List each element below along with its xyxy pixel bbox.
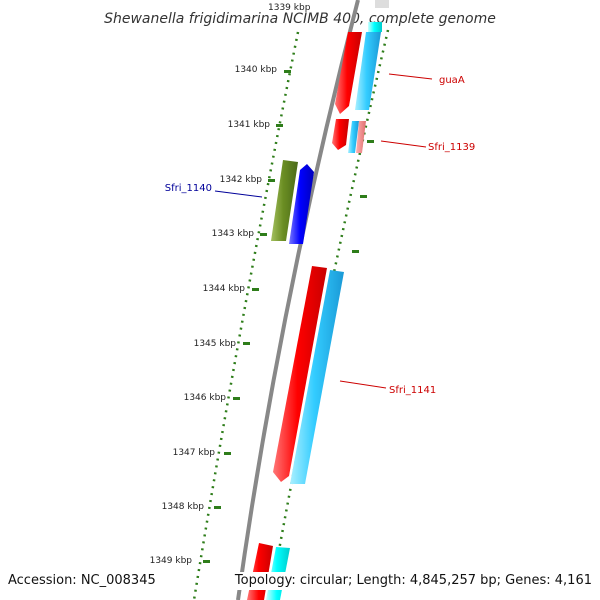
ruler-tick-label: 1347 kbp [173,448,216,458]
gene-features [247,22,382,600]
ruler-ticks: 1340 kbp 1341 kbp 1342 kbp 1343 kbp 1344… [150,65,374,566]
ruler-tick [203,560,210,563]
gene-feature-guaA-orf[interactable] [355,32,381,110]
ruler-tick [276,124,283,127]
ruler-tick [260,233,267,236]
ruler-tick [367,140,374,143]
ruler-arc-right [268,29,390,600]
gene-label-leader-Sfri_1139 [380,140,427,148]
ruler-tick-label: 1345 kbp [194,339,237,349]
gene-feature-Sfri_1140-cds[interactable] [289,164,314,244]
genome-backbone [236,0,360,600]
ruler-tick [224,452,231,455]
gene-feature-Sfri_1141-cds[interactable] [273,266,327,482]
map-title: Shewanella frigidimarina NCIMB 400, comp… [104,11,496,27]
ruler-tick-label: 1348 kbp [162,502,205,512]
ruler-tick-label: 1342 kbp [220,175,263,185]
gene-label-leader-Sfri_1141 [339,380,387,389]
ruler-tick-label: 1346 kbp [184,393,227,403]
gene-feature-top-aqua[interactable] [368,22,382,32]
gene-feature-Sfri_1139-small[interactable] [356,121,366,153]
gene-feature-guaA-cds[interactable] [335,32,362,114]
gene-feature-Sfri_1139-cds[interactable] [332,119,349,150]
gene-labels: guaA Sfri_1139 Sfri_1140 Sfri_1141 [165,73,475,396]
ruler-tick-label: 1341 kbp [228,120,271,130]
gene-feature-Sfri_1140-orf[interactable] [271,160,298,241]
ruler-tick [284,70,291,73]
ruler-tick-label: 1344 kbp [203,284,246,294]
top-partial-label: 1339 kbp [268,3,311,13]
gene-label-Sfri_1141[interactable]: Sfri_1141 [389,385,436,396]
gene-feature-Sfri_1139-orf[interactable] [348,121,359,153]
gene-label-leader-guaA [388,73,433,80]
ruler-tick-label: 1343 kbp [212,229,255,239]
gene-label-Sfri_1140[interactable]: Sfri_1140 [165,183,212,194]
ruler-tick [360,195,367,198]
ruler-tick [214,506,221,509]
gene-label-leader-Sfri_1140 [214,190,263,198]
ruler-tick-label: 1349 kbp [150,556,193,566]
gene-label-Sfri_1139[interactable]: Sfri_1139 [428,142,475,153]
accession-text: Accession: NC_008345 [8,572,156,590]
topology-text: Topology: circular; Length: 4,845,257 bp… [230,572,592,590]
top-faint-rect [375,0,389,8]
ruler-tick [252,288,259,291]
ruler-tick [268,179,275,182]
ruler-tick [233,397,240,400]
gene-feature-Sfri_1141-orf[interactable] [290,270,344,484]
ruler-tick-label: 1340 kbp [235,65,278,75]
ruler-tick [243,342,250,345]
ruler-tick [352,250,359,253]
ruler-arc-left [192,31,300,600]
gene-label-guaA[interactable]: guaA [439,75,465,86]
